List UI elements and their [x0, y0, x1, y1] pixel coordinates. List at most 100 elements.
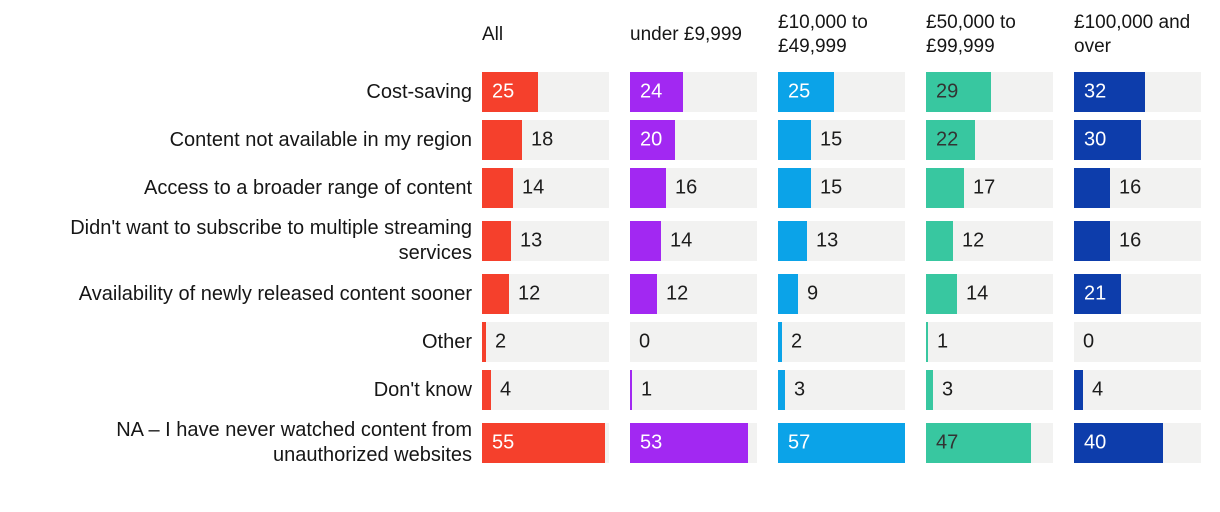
bar-cell: 21 [1064, 274, 1212, 314]
bar-cell: 13 [768, 221, 916, 261]
bar-track: 24 [630, 72, 757, 112]
bar-cell: 25 [472, 72, 620, 112]
bar-track: 57 [778, 423, 905, 463]
bar-cell: 40 [1064, 423, 1212, 463]
bar-track: 13 [778, 221, 905, 261]
bar-value: 15 [820, 176, 843, 199]
bar-cell: 22 [916, 120, 1064, 160]
column-header-50000-99999: £50,000 to £99,999 [926, 11, 1016, 57]
bar-cell: 32 [1064, 72, 1212, 112]
bar-cell: 4 [472, 370, 620, 410]
bar-value: 22 [936, 128, 959, 151]
bar-cell: 16 [620, 168, 768, 208]
bar-cell: 2 [768, 322, 916, 362]
bar-value: 2 [495, 330, 507, 353]
bar [778, 72, 834, 112]
bar-cell: 14 [472, 168, 620, 208]
bar-cell: 12 [620, 274, 768, 314]
bar-cell: 1 [620, 370, 768, 410]
bar-value: 21 [1084, 282, 1107, 305]
column-header-under-9999: under £9,999 [630, 23, 742, 45]
bar-value: 17 [973, 176, 996, 199]
bar [630, 72, 683, 112]
bar-track: 47 [926, 423, 1053, 463]
bar-value: 9 [807, 282, 819, 305]
bar-track: 3 [926, 370, 1053, 410]
bar-cell: 13 [472, 221, 620, 261]
bar-value: 29 [936, 80, 959, 103]
bar-cell: 1 [916, 322, 1064, 362]
bar-cell: 3 [916, 370, 1064, 410]
bar [926, 423, 1031, 463]
bar-value: 47 [936, 431, 959, 454]
bar-cell: 14 [916, 274, 1064, 314]
bar-value: 14 [522, 176, 545, 199]
bar-track: 14 [630, 221, 757, 261]
bar-value: 55 [492, 431, 515, 454]
bar [926, 322, 928, 362]
bar [630, 120, 675, 160]
bar [778, 322, 782, 362]
bar-value: 4 [1092, 378, 1104, 401]
bar-track: 0 [1074, 322, 1201, 362]
bar-track: 17 [926, 168, 1053, 208]
bar [778, 221, 807, 261]
column-header-all: All [482, 23, 504, 45]
bar [778, 120, 811, 160]
bar-cell: 20 [620, 120, 768, 160]
bar-value: 12 [962, 229, 985, 252]
bar-track: 18 [482, 120, 609, 160]
bar-track: 4 [482, 370, 609, 410]
column-headers: All under £9,999 £10,000 to £49,999 £50,… [0, 6, 1220, 64]
bar [1074, 168, 1110, 208]
bar [778, 168, 811, 208]
bar [630, 221, 661, 261]
bar [482, 221, 511, 261]
bar-track: 16 [1074, 168, 1201, 208]
chart-row: Availability of newly released content s… [0, 274, 1220, 314]
column-header-10000-49999: £10,000 to £49,999 [778, 11, 868, 57]
bar-cell: 16 [1064, 168, 1212, 208]
bar-track: 1 [926, 322, 1053, 362]
bar-value: 30 [1084, 128, 1107, 151]
bar-cell: 9 [768, 274, 916, 314]
bar-track: 30 [1074, 120, 1201, 160]
bar-value: 25 [788, 80, 811, 103]
row-label: NA – I have never watched content from u… [116, 419, 472, 466]
bar-value: 24 [640, 80, 663, 103]
row-label: Availability of newly released content s… [78, 282, 472, 305]
row-label: Other [421, 330, 472, 353]
bar-cell: 53 [620, 423, 768, 463]
bar-track: 40 [1074, 423, 1201, 463]
bar-cell: 57 [768, 423, 916, 463]
bar [1074, 72, 1145, 112]
bar [482, 423, 605, 463]
bar-track: 25 [778, 72, 905, 112]
bar-value: 0 [639, 330, 651, 353]
bar-track: 25 [482, 72, 609, 112]
bar-value: 25 [492, 80, 515, 103]
bar-cell: 3 [768, 370, 916, 410]
bar-value: 15 [820, 128, 843, 151]
bar [482, 72, 538, 112]
bar-value: 4 [500, 378, 512, 401]
bar-value: 12 [666, 282, 689, 305]
bar-track: 14 [482, 168, 609, 208]
bar [630, 370, 632, 410]
bar [778, 370, 785, 410]
chart-row: Content not available in my region 18 20 15… [0, 120, 1220, 160]
bar-cell: 4 [1064, 370, 1212, 410]
bar-track: 32 [1074, 72, 1201, 112]
bar-track: 1 [630, 370, 757, 410]
bar-cell: 12 [916, 221, 1064, 261]
bar-value: 3 [942, 378, 954, 401]
bar-value: 32 [1084, 80, 1107, 103]
bar [630, 423, 748, 463]
bar-track: 12 [630, 274, 757, 314]
bar-track: 2 [482, 322, 609, 362]
bar-cell: 29 [916, 72, 1064, 112]
chart-row: Don't know 4 1 3 3 4 [0, 370, 1220, 410]
row-label: Content not available in my region [169, 128, 472, 151]
bar-track: 12 [926, 221, 1053, 261]
